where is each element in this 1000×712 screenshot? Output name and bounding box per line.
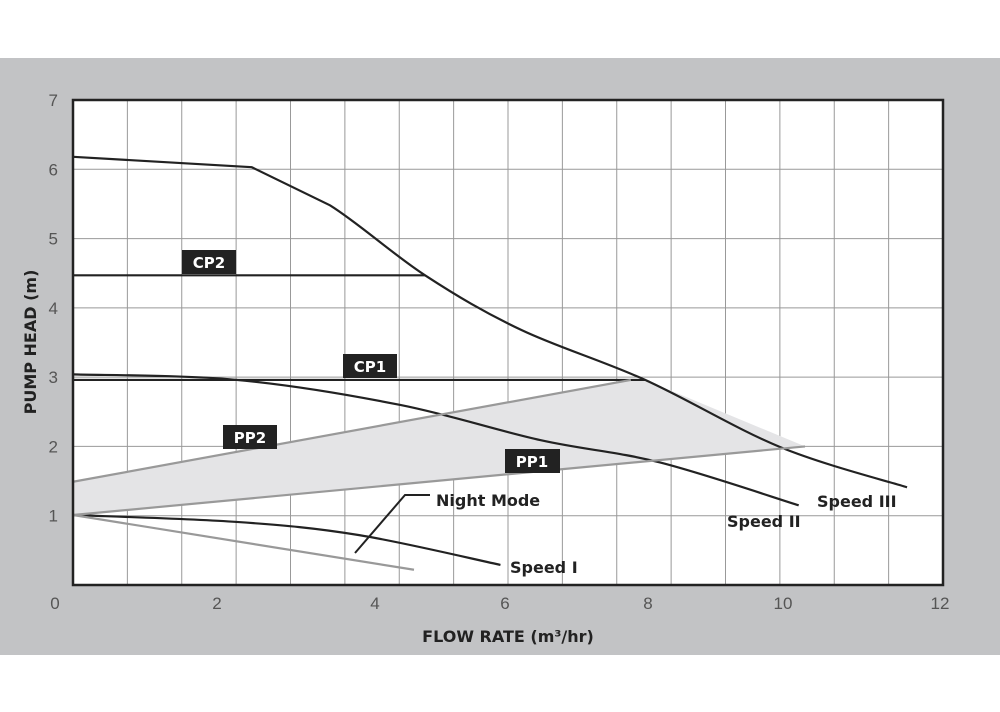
y-tick-label: 4 — [49, 299, 58, 318]
x-axis-label: FLOW RATE (m³/hr) — [422, 627, 594, 646]
svg-text:CP2: CP2 — [193, 254, 225, 272]
y-tick-label: 2 — [49, 437, 58, 456]
y-axis-label: PUMP HEAD (m) — [21, 270, 40, 415]
plot-frame — [71, 98, 945, 587]
label-night-mode: Night Mode — [436, 491, 540, 510]
x-tick-label: 2 — [212, 594, 221, 613]
series-line-pp2 — [72, 378, 632, 483]
y-tick-label: 6 — [49, 160, 58, 179]
series-line-speed-ii — [72, 373, 800, 507]
x-tick-label: 4 — [370, 594, 379, 613]
label-cp1: CP1 — [343, 354, 397, 378]
label-speed-2: Speed II — [727, 512, 801, 531]
series-line-speed-i — [72, 513, 501, 566]
x-tick-label: 8 — [643, 594, 652, 613]
svg-text:CP1: CP1 — [354, 358, 386, 376]
x-tick-label: 10 — [774, 594, 793, 613]
svg-text:PP1: PP1 — [516, 453, 548, 471]
shaded-region — [73, 379, 805, 516]
night-mode-leader-line — [354, 494, 430, 554]
label-pp1: PP1 — [505, 449, 560, 473]
label-speed-1: Speed I — [510, 558, 578, 577]
y-tick-label: 5 — [49, 230, 58, 249]
x-tick-label: 0 — [50, 594, 59, 613]
y-tick-label: 7 — [49, 91, 58, 110]
x-tick-label: 12 — [931, 594, 950, 613]
label-pp2: PP2 — [223, 425, 277, 449]
x-tick-label: 6 — [500, 594, 509, 613]
series-line-speed-iii — [72, 155, 908, 489]
label-cp2: CP2 — [182, 250, 236, 274]
svg-text:PP2: PP2 — [234, 429, 266, 447]
y-tick-label: 1 — [49, 507, 58, 526]
series-line-pp1 — [72, 445, 806, 517]
y-tick-label: 3 — [49, 368, 58, 387]
label-speed-3: Speed III — [817, 492, 897, 511]
series-line-night-mode — [72, 513, 415, 571]
